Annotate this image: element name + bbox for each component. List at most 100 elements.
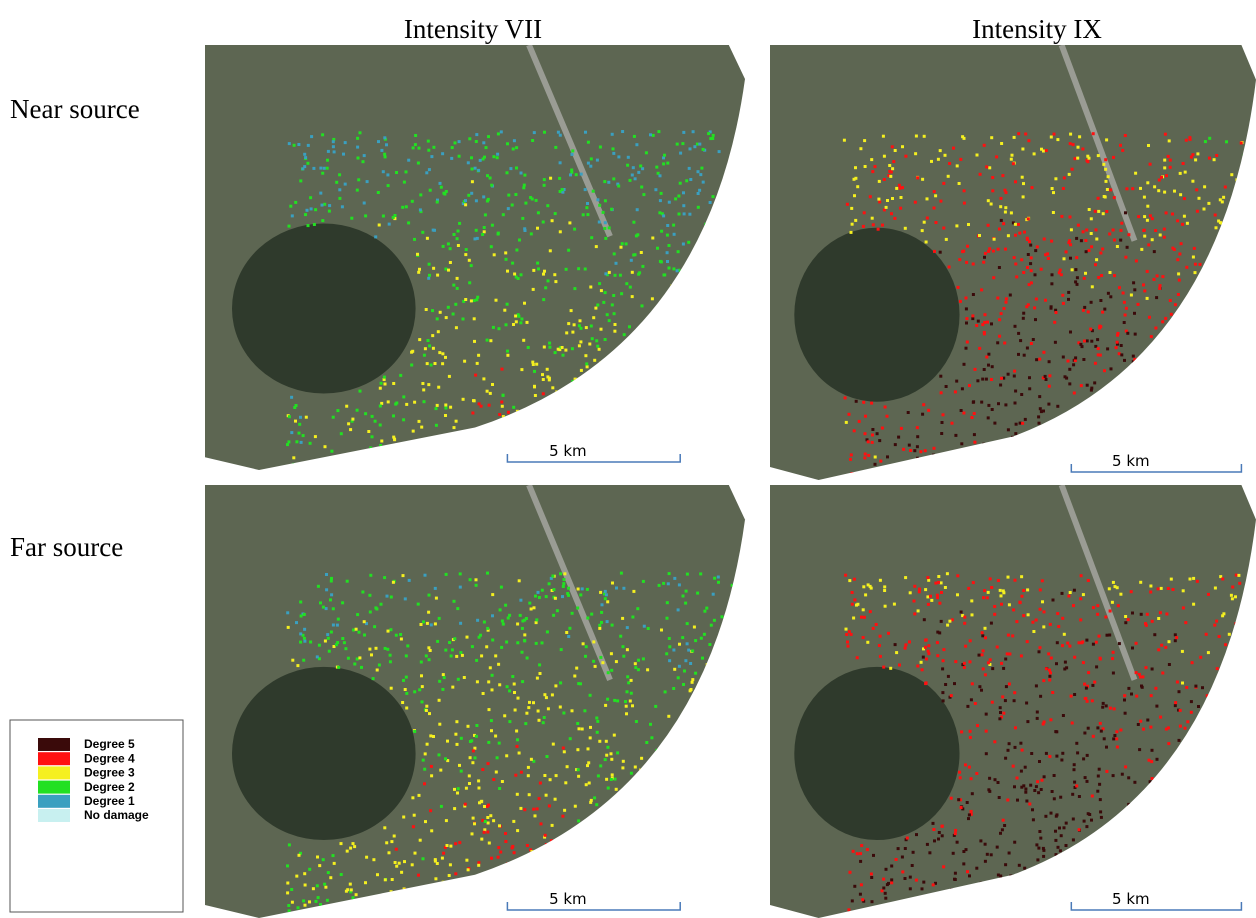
building-dot [435, 597, 438, 600]
building-dot [691, 678, 694, 681]
building-dot [476, 296, 479, 299]
building-dot [1096, 790, 1099, 793]
building-dot [483, 911, 486, 914]
building-dot [895, 651, 898, 654]
building-dot [1217, 220, 1220, 223]
building-dot [520, 368, 523, 371]
building-dot [712, 384, 715, 387]
building-dot [514, 315, 517, 318]
building-dot [523, 302, 526, 305]
building-dot [544, 286, 547, 289]
building-dot [456, 277, 459, 280]
building-dot [871, 900, 874, 903]
building-dot [716, 735, 719, 738]
building-dot [599, 591, 602, 594]
building-dot [668, 868, 671, 871]
building-dot [566, 427, 569, 430]
building-dot [325, 573, 328, 576]
building-dot [578, 324, 581, 327]
building-dot [1091, 699, 1094, 702]
building-dot [475, 659, 478, 662]
building-dot [977, 894, 980, 897]
building-dot [1196, 315, 1199, 318]
building-dot [536, 451, 539, 454]
building-dot [1075, 784, 1078, 787]
building-dot [1095, 258, 1098, 261]
building-dot [1103, 737, 1106, 740]
building-dot [367, 430, 370, 433]
building-dot [449, 247, 452, 250]
building-dot [1012, 889, 1015, 892]
building-dot [1167, 742, 1170, 745]
building-dot [890, 212, 893, 215]
building-dot [1053, 465, 1056, 468]
building-dot [371, 435, 374, 438]
building-dot [476, 619, 479, 622]
building-dot [1091, 285, 1094, 288]
building-dot [1248, 303, 1251, 306]
building-dot [592, 640, 595, 643]
building-dot [1059, 474, 1062, 477]
building-dot [1012, 885, 1015, 888]
building-dot [941, 475, 944, 478]
building-dot [610, 778, 613, 781]
building-dot [712, 760, 715, 763]
building-dot [950, 888, 953, 891]
building-dot [1107, 850, 1110, 853]
building-dot [1192, 390, 1195, 393]
building-dot [1004, 863, 1007, 866]
building-dot [571, 149, 574, 152]
building-dot [850, 207, 853, 210]
building-dot [689, 861, 692, 864]
building-dot [356, 189, 359, 192]
building-dot [1131, 612, 1134, 615]
building-dot [1087, 310, 1090, 313]
building-dot [1228, 767, 1231, 770]
building-dot [701, 834, 704, 837]
building-dot [1084, 697, 1087, 700]
building-dot [1003, 307, 1006, 310]
building-dot [538, 663, 541, 666]
building-dot [535, 642, 538, 645]
building-dot [1045, 474, 1048, 477]
building-dot [942, 227, 945, 230]
building-dot [924, 910, 927, 913]
building-dot [978, 234, 981, 237]
building-dot [554, 212, 557, 215]
building-dot [604, 597, 607, 600]
building-dot [966, 870, 969, 873]
building-dot [383, 153, 386, 156]
building-dot [316, 655, 319, 658]
building-dot [364, 881, 367, 884]
building-dot [667, 582, 670, 585]
building-dot [478, 787, 481, 790]
building-dot [1134, 172, 1137, 175]
building-dot [445, 819, 448, 822]
building-dot [1194, 685, 1197, 688]
building-dot [1013, 370, 1016, 373]
building-dot [911, 864, 914, 867]
building-dot [480, 654, 483, 657]
building-dot [486, 913, 489, 916]
building-dot [349, 428, 352, 431]
building-dot [530, 451, 533, 454]
building-dot [505, 641, 508, 644]
building-dot [956, 164, 959, 167]
building-dot [1076, 283, 1079, 286]
building-dot [716, 236, 719, 239]
building-dot [512, 820, 515, 823]
building-dot [982, 649, 985, 652]
building-dot [442, 673, 445, 676]
building-dot [504, 604, 507, 607]
building-dot [601, 603, 604, 606]
building-dot [1205, 827, 1208, 830]
building-dot [461, 467, 464, 470]
building-dot [582, 642, 585, 645]
building-dot [859, 860, 862, 863]
building-dot [689, 689, 692, 692]
building-dot [288, 142, 291, 145]
building-dot [634, 177, 637, 180]
building-dot [590, 382, 593, 385]
building-dot [672, 357, 675, 360]
building-dot [459, 651, 462, 654]
